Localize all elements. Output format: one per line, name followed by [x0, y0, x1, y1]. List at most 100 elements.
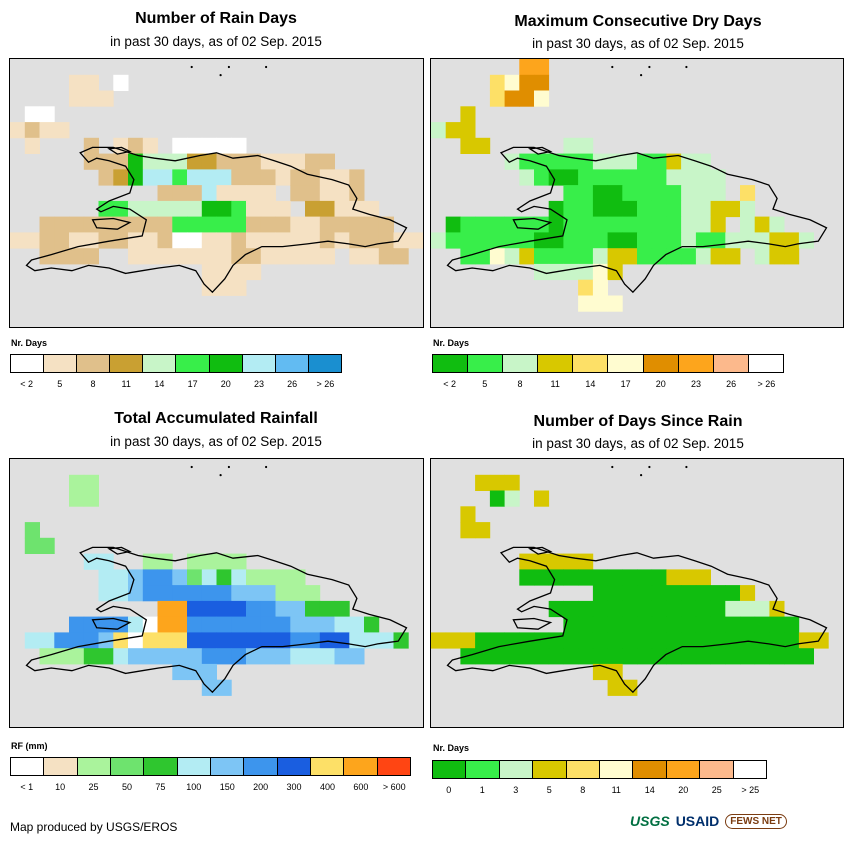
grid-cell	[275, 216, 291, 233]
grid-cell	[275, 248, 291, 265]
grid-cell	[24, 122, 40, 139]
legend-swatch	[44, 758, 78, 775]
grid-cell	[172, 153, 188, 170]
legend-label: 20	[220, 379, 231, 389]
grid-cell	[319, 216, 335, 233]
grid-cell	[578, 553, 594, 570]
grid-cell	[305, 169, 321, 186]
grid-cell	[592, 232, 608, 249]
grid-cell	[637, 200, 653, 218]
grid-cell	[489, 474, 505, 491]
grid-cell	[364, 216, 380, 233]
islet-mark	[611, 65, 614, 69]
agency-logos: USGS USAID FEWS NET	[630, 808, 844, 834]
grid-cell	[725, 648, 741, 665]
grid-cell	[231, 232, 247, 249]
legend-title: Nr. Days	[433, 338, 470, 348]
grid-cell	[128, 585, 144, 602]
grid-cell	[710, 200, 726, 218]
legend-labels: < 1 10 25 50 75 100 150 200 300 400 600 > 600	[10, 782, 411, 794]
grid-cell	[201, 248, 217, 265]
grid-cell	[695, 632, 711, 649]
grid-cell	[83, 137, 99, 154]
grid-cell	[622, 648, 638, 665]
grid-cell	[622, 232, 638, 249]
grid-cell	[754, 248, 770, 265]
grid-cell	[695, 648, 711, 665]
legend-swatch	[499, 761, 534, 778]
legend-swatch	[44, 355, 78, 372]
grid-cell	[290, 648, 306, 665]
grid-cell	[246, 616, 262, 633]
legend-label: 3	[513, 785, 519, 795]
grid-cell	[681, 185, 697, 202]
grid-cell	[364, 200, 380, 218]
grid-cell	[548, 569, 564, 586]
grid-cell	[216, 185, 232, 202]
grid-cell	[460, 106, 476, 123]
grid-cell	[519, 153, 535, 170]
grid-cell	[578, 600, 594, 618]
grid-cell	[275, 200, 291, 218]
grid-cell	[695, 616, 711, 633]
grid-cell	[69, 490, 85, 507]
grid-cell	[725, 585, 741, 602]
grid-cell	[592, 600, 608, 618]
grid-cell	[622, 585, 638, 602]
grid-cell	[519, 632, 535, 649]
grid-cell	[622, 248, 638, 265]
legend-swatch	[538, 355, 574, 372]
grid-cell	[128, 216, 144, 233]
grid-cell	[98, 585, 114, 602]
grid-cell	[172, 169, 188, 186]
grid-cell	[290, 169, 306, 186]
grid-cell	[475, 474, 491, 491]
grid-cell	[305, 648, 321, 665]
grid-cell	[548, 648, 564, 665]
legend-title: Nr. Days	[11, 338, 48, 348]
legend-title: RF (mm)	[11, 741, 48, 751]
grid-cell	[534, 490, 550, 507]
legend-label: 17	[620, 379, 631, 389]
grid-cell	[364, 248, 380, 265]
grid-cell	[651, 600, 667, 618]
grid-cell	[475, 632, 491, 649]
islet-mark	[227, 465, 230, 469]
grid-cell	[246, 153, 262, 170]
legend-label: 14	[644, 785, 655, 795]
grid-cell	[637, 648, 653, 665]
grid-cell	[334, 232, 350, 249]
legend-label: < 2	[20, 379, 33, 389]
grid-cell	[305, 585, 321, 602]
grid-cell	[695, 600, 711, 618]
grid-cell	[592, 153, 608, 170]
grid-cell	[592, 663, 608, 681]
grid-cell	[172, 137, 188, 154]
grid-cell	[290, 569, 306, 586]
grid-cell	[128, 137, 144, 154]
legend-label: 11	[550, 379, 560, 389]
grid-cell	[475, 232, 491, 249]
grid-cell	[290, 248, 306, 265]
legend-labels: 0 1 3 5 8 11 14 20 25 > 25	[432, 785, 767, 797]
grid-cell	[489, 216, 505, 233]
grid-cell	[216, 153, 232, 170]
grid-cell	[69, 90, 85, 107]
grid-cell	[504, 232, 520, 249]
legend-label: 150	[219, 782, 235, 792]
legend-swatch	[433, 355, 469, 372]
legend-swatch	[77, 355, 111, 372]
grid-cell	[695, 200, 711, 218]
grid-cell	[695, 169, 711, 186]
legend-swatch	[11, 355, 45, 372]
grid-cell	[260, 200, 276, 218]
legend-label: 200	[253, 782, 269, 792]
islet-mark	[685, 65, 688, 69]
grid-cell	[113, 632, 129, 649]
grid-cell	[378, 216, 394, 233]
grid-cell	[578, 232, 594, 249]
legend-swatch	[110, 758, 145, 775]
legend-color-bar	[432, 354, 784, 373]
grid-cell	[83, 553, 99, 570]
legend-label: 5	[57, 379, 63, 389]
